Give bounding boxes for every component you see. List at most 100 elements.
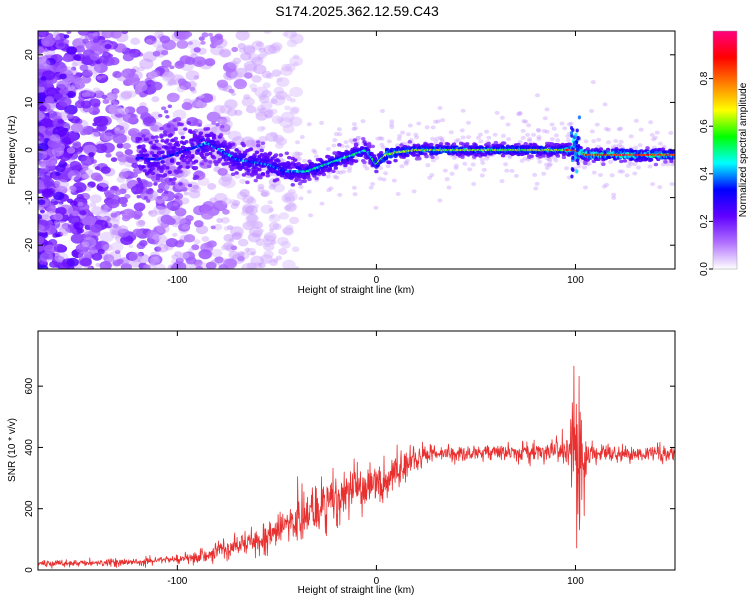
spectrogram-cell	[504, 168, 510, 173]
spectrogram-cell	[260, 126, 266, 131]
spectrogram-cell	[286, 202, 298, 211]
spectrogram-cell	[88, 98, 101, 107]
spectrogram-cell	[221, 116, 231, 123]
spectrogram-cell	[351, 126, 357, 131]
spectrogram-cell	[178, 182, 183, 186]
spectrogram-cell	[220, 216, 230, 224]
spectrogram-cell	[244, 247, 251, 253]
spectrogram-cell	[167, 142, 172, 146]
spectrogram-cell	[291, 246, 300, 253]
spectrogram-cell	[258, 52, 267, 59]
spectrogram-cell	[227, 130, 242, 141]
spectrogram-cell	[83, 251, 94, 259]
spectrogram-cell	[237, 43, 246, 50]
spectrogram-cell	[222, 141, 227, 146]
spectrogram-cell	[210, 37, 219, 43]
spectrogram-cell	[154, 246, 162, 252]
spectrogram-cell	[242, 205, 255, 215]
spectrogram-cell	[250, 255, 264, 266]
spectrogram-cell	[92, 87, 101, 94]
spectrogram-cell	[332, 174, 338, 179]
spectrogram-cell	[86, 91, 97, 99]
spectrogram-cell	[549, 122, 555, 127]
spectrogram-cell	[227, 225, 234, 230]
spectrogram-cell	[637, 143, 643, 148]
spectrogram-cell	[136, 153, 141, 158]
spectrogram-cell	[254, 108, 266, 117]
spectrogram-cell	[611, 192, 617, 197]
spectrogram-cell	[289, 86, 304, 98]
spectrogram-cell	[260, 189, 270, 198]
spectrogram-cell	[215, 122, 220, 127]
spectrogram-cell	[516, 142, 521, 147]
spectrogram-cell	[346, 168, 352, 173]
spectrogram-cell	[156, 199, 163, 204]
spectrogram-cell	[583, 139, 589, 144]
spectrogram-cell	[302, 179, 307, 184]
spectrogram-cell	[179, 122, 184, 127]
spectrogram-cell	[198, 131, 204, 136]
spectrogram-cell	[76, 193, 84, 200]
spectrogram-cell	[118, 160, 126, 166]
spectrogram-cell	[277, 236, 289, 246]
spectrogram-cell	[71, 62, 78, 68]
spectrogram-cell	[264, 242, 271, 248]
spectrogram-cell	[57, 202, 64, 208]
spectrogram-cell	[222, 128, 231, 135]
spectrogram-cell	[226, 108, 238, 117]
spectrogram-cell	[312, 150, 318, 155]
spectrogram-cell	[494, 110, 500, 115]
spectrogram-cell	[112, 88, 120, 95]
spectrogram-cell	[385, 164, 391, 169]
spectrogram-cell	[576, 143, 581, 148]
spectrogram-cell	[225, 258, 237, 267]
spectrogram-cell	[430, 125, 436, 130]
spectrogram-cell	[547, 162, 553, 167]
spectrogram-cell	[373, 205, 379, 210]
x-tick-label: -100	[167, 275, 187, 286]
colorbar-tick-label: 0.8	[699, 71, 710, 85]
spectrogram-cell	[110, 189, 117, 195]
spectrogram-cell	[137, 251, 145, 257]
spectrogram-cell	[152, 50, 161, 57]
spectrogram-cell	[330, 156, 335, 160]
spectrogram-cell	[117, 228, 130, 238]
spectrogram-cell	[160, 160, 165, 164]
spectrogram-cell	[263, 242, 275, 251]
spectrogram-cell	[232, 165, 237, 170]
spectrogram-cell	[471, 182, 477, 187]
spectrogram-cell	[48, 210, 54, 215]
spectrogram-cell	[229, 199, 237, 205]
spectrogram-cell	[127, 76, 140, 86]
spectrogram-cell	[446, 185, 452, 190]
spectrogram-cell	[89, 202, 97, 208]
spectrogram-cell	[38, 112, 45, 121]
spectrogram-cell	[71, 229, 78, 235]
spectrogram-cell	[247, 214, 258, 223]
spectrogram-cell	[95, 263, 101, 267]
spectrogram-cell	[62, 122, 72, 129]
spectrogram-cell	[325, 174, 331, 179]
spectrogram-cell	[233, 79, 248, 90]
spectrogram-cell	[525, 132, 531, 137]
spectrogram-cell	[69, 185, 76, 191]
spectrogram-cell	[213, 200, 228, 212]
spectrogram-cell	[71, 210, 79, 217]
spectrogram-cell	[186, 121, 192, 125]
spectrogram-cell	[153, 255, 164, 263]
spectrogram-cell	[229, 151, 235, 156]
spectrogram-cell	[92, 38, 100, 43]
spectrogram-cell	[417, 156, 422, 161]
spectrogram-cell	[370, 181, 376, 186]
spectrogram-cell	[653, 162, 659, 167]
spectrogram-cell	[250, 221, 260, 228]
spectrogram-cell	[566, 122, 572, 127]
snr-xlabel: Height of straight line (km)	[298, 585, 415, 596]
spectrogram-cell	[83, 233, 92, 241]
spectrogram-cell	[633, 145, 639, 150]
spectrogram-cell	[124, 148, 133, 156]
spectrogram-cell	[141, 144, 146, 148]
spectrogram-cell	[90, 224, 103, 233]
spectrogram-cell	[575, 147, 580, 152]
spectrogram-cell	[190, 155, 195, 159]
